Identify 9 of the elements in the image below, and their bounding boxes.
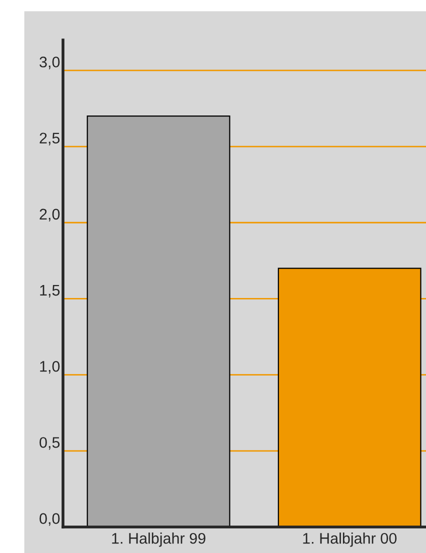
y-tick-label: 1,5 <box>40 285 60 298</box>
y-tick-label: 3,0 <box>40 56 60 70</box>
y-tick-label: 0,0 <box>40 513 60 526</box>
y-tick-label: 1,0 <box>40 360 60 374</box>
x-tick-label: 1. Halbjahr 00 <box>303 532 397 547</box>
y-tick-label: 2,0 <box>40 208 60 222</box>
y-tick-label: 2,5 <box>40 132 60 146</box>
y-tick-label: 0,5 <box>40 437 60 450</box>
x-tick-label: 1. Halbjahr 99 <box>112 532 206 547</box>
